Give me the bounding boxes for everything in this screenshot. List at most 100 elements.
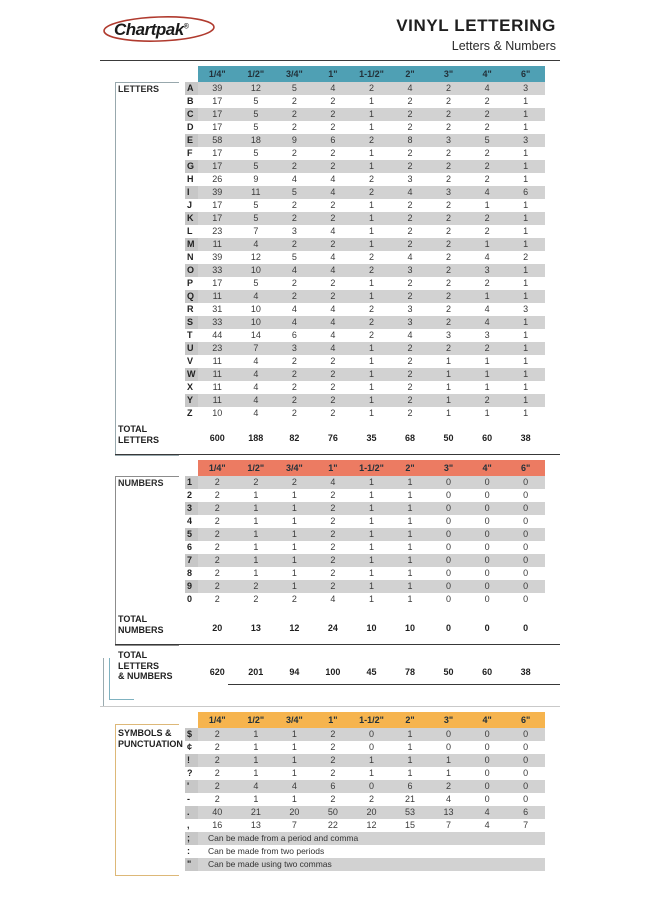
cell: 1 bbox=[523, 239, 529, 249]
size-header: 4" bbox=[467, 712, 507, 728]
cell: 0 bbox=[484, 516, 490, 526]
cell: 2 bbox=[330, 755, 336, 765]
cell: 1 bbox=[407, 581, 413, 591]
size-header: 1" bbox=[313, 712, 353, 728]
cell: 1 bbox=[291, 503, 297, 513]
cell: 3 bbox=[407, 265, 413, 275]
cell: 3 bbox=[484, 265, 490, 275]
cell: 2 bbox=[330, 356, 336, 366]
cell: 6 bbox=[523, 187, 529, 197]
cell: 18 bbox=[250, 135, 261, 145]
cell: 1 bbox=[523, 330, 529, 340]
cell: 11 bbox=[212, 291, 222, 301]
total-cell: 82 bbox=[289, 433, 300, 443]
header-rule bbox=[100, 60, 560, 61]
cell: 2 bbox=[214, 503, 220, 513]
cell: 1 bbox=[368, 109, 374, 119]
row-label: 3 bbox=[185, 502, 198, 515]
cell: 10 bbox=[250, 304, 261, 314]
cell: 2 bbox=[368, 174, 374, 184]
cell: 0 bbox=[446, 516, 452, 526]
cell: 4 bbox=[330, 330, 336, 340]
cell: 2 bbox=[214, 516, 220, 526]
row-label: L bbox=[187, 226, 193, 236]
cell: 1 bbox=[523, 161, 529, 171]
cell: 2 bbox=[330, 161, 336, 171]
label-line: LETTERS bbox=[118, 434, 160, 445]
cell: 1 bbox=[407, 755, 413, 765]
total-cell: 0 bbox=[523, 623, 529, 633]
cell: 4 bbox=[330, 83, 336, 93]
row-label: 5 bbox=[185, 528, 198, 541]
cell: 9 bbox=[291, 135, 297, 145]
cell: 1 bbox=[291, 542, 297, 552]
table-row: ' 2 4 4 6 0 6 2 0 0 bbox=[185, 780, 545, 793]
cell: 1 bbox=[368, 568, 374, 578]
cell: 2 bbox=[330, 503, 336, 513]
cell: 0 bbox=[446, 529, 452, 539]
cell: 5 bbox=[291, 252, 297, 262]
cell: 4 bbox=[330, 317, 336, 327]
cell: 2 bbox=[291, 291, 297, 301]
cell: 17 bbox=[212, 122, 223, 132]
letters-bottom-rule bbox=[115, 454, 560, 455]
cell: 0 bbox=[484, 768, 490, 778]
registered-mark: ® bbox=[183, 23, 189, 31]
cell: 2 bbox=[446, 317, 452, 327]
cell: 4 bbox=[407, 252, 413, 262]
cell: 1 bbox=[407, 542, 413, 552]
cell: 2 bbox=[330, 408, 336, 418]
cell: 0 bbox=[523, 768, 529, 778]
cell: 6 bbox=[330, 781, 336, 791]
table-row: I 39 11 5 4 2 4 3 4 6 bbox=[185, 186, 545, 199]
cell: 1 bbox=[484, 369, 490, 379]
cell: 1 bbox=[253, 742, 259, 752]
cell: 1 bbox=[484, 200, 490, 210]
cell: 1 bbox=[523, 265, 529, 275]
total-letters-label: TOTAL LETTERS bbox=[118, 424, 159, 445]
cell: 2 bbox=[330, 122, 336, 132]
cell: 17 bbox=[212, 148, 223, 158]
cell: 0 bbox=[446, 555, 452, 565]
cell: 1 bbox=[446, 768, 452, 778]
section-label-numbers: NUMBERS bbox=[118, 478, 164, 488]
cell: 1 bbox=[523, 200, 529, 210]
cell: 2 bbox=[446, 161, 452, 171]
cell: 2 bbox=[368, 304, 374, 314]
cell: 1 bbox=[484, 356, 490, 366]
cell: 5 bbox=[253, 96, 259, 106]
size-header-row: 1/4" 1/2" 3/4" 1" 1-1/2" 2" 3" 4" 6" bbox=[185, 712, 545, 728]
logo-text: Chartpak bbox=[114, 20, 184, 39]
cell: 2 bbox=[330, 794, 336, 804]
cell: 2 bbox=[214, 742, 220, 752]
cell: 1 bbox=[368, 516, 374, 526]
cell: 2 bbox=[291, 408, 297, 418]
table-row: 5 2 1 1 2 1 1 0 0 0 bbox=[185, 528, 545, 541]
table-row: A 39 12 5 4 2 4 2 4 3 bbox=[185, 82, 545, 95]
cell: 2 bbox=[330, 581, 336, 591]
cell: 2 bbox=[330, 148, 336, 158]
table-row: 0 2 2 2 4 1 1 0 0 0 bbox=[185, 593, 545, 606]
cell: 2 bbox=[446, 226, 452, 236]
cell: 1 bbox=[368, 382, 374, 392]
size-header-row: 1/4" 1/2" 3/4" 1" 1-1/2" 2" 3" 4" 6" bbox=[185, 460, 545, 476]
cell: 2 bbox=[407, 356, 413, 366]
cell: 2 bbox=[407, 291, 413, 301]
cell: 0 bbox=[446, 729, 452, 739]
cell: 2 bbox=[330, 239, 336, 249]
cell: 0 bbox=[484, 568, 490, 578]
table-row: B 17 5 2 2 1 2 2 2 1 bbox=[185, 95, 545, 108]
cell: 2 bbox=[368, 83, 374, 93]
label-line: TOTAL bbox=[118, 424, 148, 434]
cell: 7 bbox=[523, 820, 529, 830]
row-label: 4 bbox=[187, 516, 193, 526]
cell: 4 bbox=[330, 304, 336, 314]
cell: 4 bbox=[484, 807, 490, 817]
cell: 1 bbox=[253, 503, 259, 513]
cell: 2 bbox=[368, 794, 374, 804]
combined-underline bbox=[228, 684, 560, 685]
row-label: Q bbox=[185, 290, 198, 303]
cell: 1 bbox=[368, 768, 374, 778]
note-text: Can be made using two commas bbox=[208, 859, 332, 869]
total-cell: 10 bbox=[405, 623, 416, 633]
